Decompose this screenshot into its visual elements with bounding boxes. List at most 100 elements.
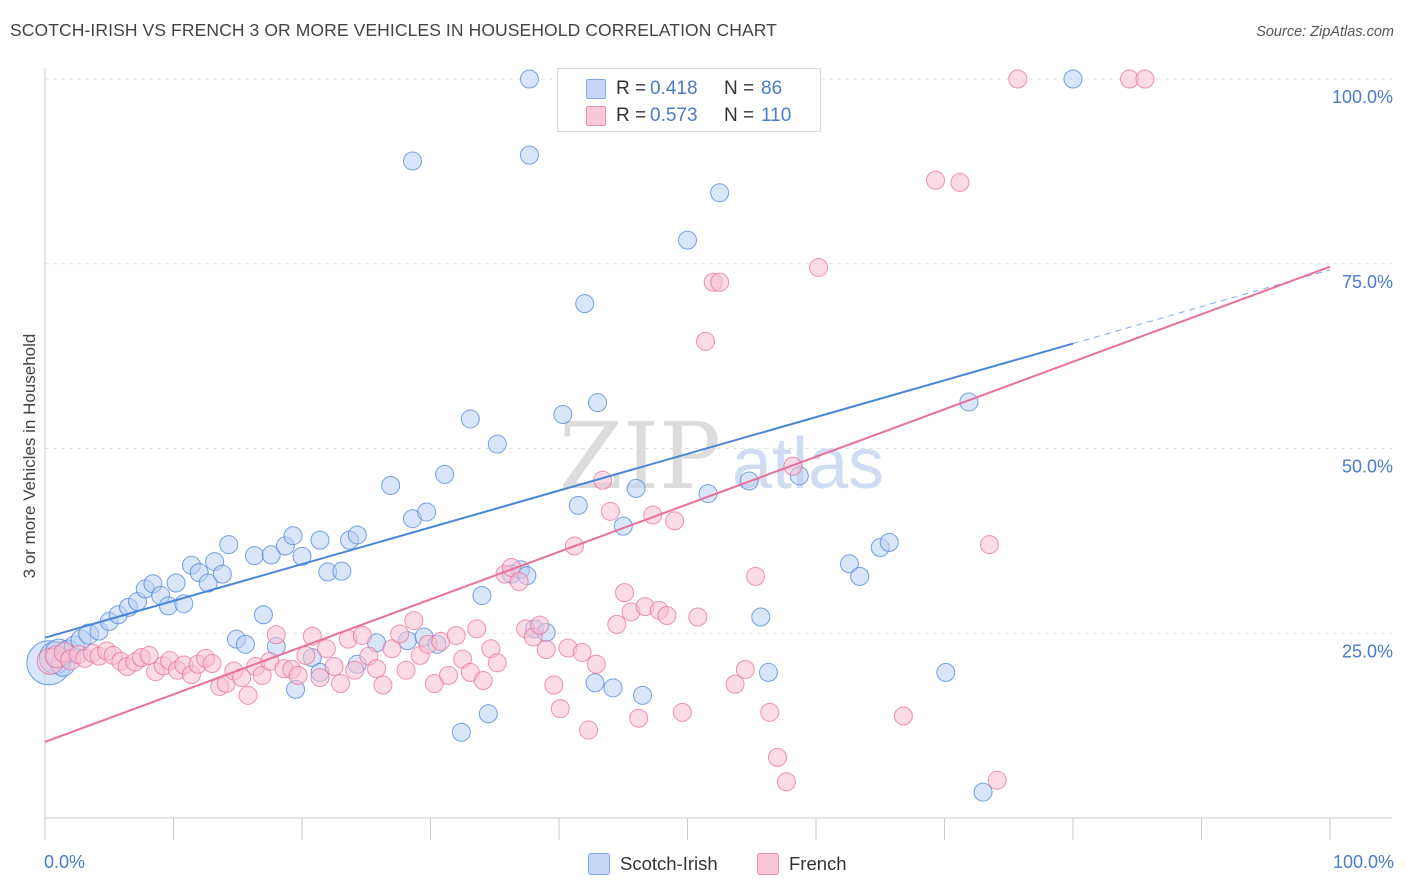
data-point xyxy=(519,69,539,89)
data-point xyxy=(292,546,312,566)
r-label: R = xyxy=(616,105,647,126)
axes xyxy=(44,68,1392,840)
data-point xyxy=(746,566,766,586)
data-point xyxy=(950,172,970,192)
y-tick-label: 100.0% xyxy=(1332,87,1393,107)
data-point xyxy=(572,642,592,662)
stats-row-french: R = 0.573 N = 110 xyxy=(558,104,820,130)
data-point xyxy=(460,409,480,429)
r-value: 0.418 xyxy=(650,78,698,99)
r-value: 0.573 xyxy=(650,105,698,126)
data-point xyxy=(332,561,352,581)
data-point xyxy=(1063,69,1083,89)
data-point xyxy=(695,331,715,351)
data-point xyxy=(585,673,605,693)
data-point xyxy=(1008,69,1028,89)
data-point xyxy=(678,230,697,250)
stats-box: R = 0.418 N = 86 R = 0.573 N = 110 xyxy=(557,68,821,132)
data-point xyxy=(367,659,387,679)
data-point xyxy=(973,782,993,802)
data-point xyxy=(396,660,416,680)
data-point xyxy=(403,151,423,171)
series-french xyxy=(36,69,1155,792)
data-point xyxy=(633,685,653,705)
data-point xyxy=(238,685,258,705)
data-point xyxy=(672,702,692,722)
data-point xyxy=(850,566,870,586)
data-point xyxy=(735,659,755,679)
source-credit: Source: ZipAtlas.com xyxy=(1256,24,1394,40)
data-point xyxy=(310,530,330,550)
n-label: N = xyxy=(724,78,755,99)
data-points xyxy=(26,69,1155,802)
trend-lines xyxy=(44,265,1331,743)
data-point xyxy=(473,671,493,691)
data-point xyxy=(879,532,899,552)
data-point xyxy=(283,526,303,546)
data-point xyxy=(760,702,780,722)
data-point xyxy=(809,257,829,277)
legend: Scotch-Irish French xyxy=(0,852,1406,878)
data-point xyxy=(244,546,264,566)
data-point xyxy=(626,478,646,498)
data-point xyxy=(390,624,410,644)
x-tick-label-max: 100.0% xyxy=(1332,852,1394,872)
data-point xyxy=(758,662,778,682)
data-point xyxy=(776,772,796,792)
data-point xyxy=(435,464,455,484)
data-point xyxy=(324,657,344,677)
n-value: 86 xyxy=(761,78,783,99)
y-tick-label: 50.0% xyxy=(1342,457,1393,477)
data-point xyxy=(472,586,492,606)
legend-swatch-french xyxy=(757,853,779,875)
data-point xyxy=(446,625,466,645)
data-point xyxy=(575,294,595,314)
stats-swatch-french xyxy=(586,106,606,126)
data-point xyxy=(219,535,239,555)
data-point xyxy=(202,654,222,674)
data-point xyxy=(751,607,771,627)
data-point xyxy=(959,392,979,412)
legend-label: French xyxy=(789,853,847,874)
data-point xyxy=(139,645,159,665)
data-point xyxy=(212,564,232,584)
data-point xyxy=(725,674,745,694)
data-point xyxy=(519,145,539,165)
data-point xyxy=(310,668,330,688)
data-point xyxy=(478,704,498,724)
data-point xyxy=(657,606,677,626)
data-point xyxy=(544,675,564,695)
data-point xyxy=(603,678,623,698)
data-point xyxy=(352,625,372,645)
data-point xyxy=(404,611,424,631)
data-point xyxy=(688,607,708,627)
data-point xyxy=(253,605,273,625)
data-point xyxy=(288,665,308,685)
data-point xyxy=(710,272,730,292)
y-tick-labels: 25.0% 50.0% 75.0% 100.0% xyxy=(1332,87,1393,661)
data-point xyxy=(586,654,606,674)
trend-line-scotch-irish xyxy=(44,342,1074,639)
n-label: N = xyxy=(724,105,755,126)
data-point xyxy=(665,511,685,531)
data-point xyxy=(347,525,367,545)
data-point xyxy=(530,615,550,635)
data-point xyxy=(936,662,956,682)
data-point xyxy=(767,747,787,767)
data-point xyxy=(509,572,529,592)
data-point xyxy=(568,495,588,515)
data-point xyxy=(839,554,859,574)
x-tick-label-min: 0.0% xyxy=(44,852,86,872)
watermark-atlas: atlas xyxy=(732,424,884,504)
data-point xyxy=(424,674,444,694)
data-point xyxy=(536,640,556,660)
data-point xyxy=(266,625,286,645)
data-point xyxy=(417,502,437,522)
stats-swatch-scotch-irish xyxy=(586,79,606,99)
data-point xyxy=(467,619,487,639)
data-point xyxy=(235,634,255,654)
data-point xyxy=(381,475,401,495)
data-point xyxy=(316,639,336,659)
data-point xyxy=(331,674,351,694)
